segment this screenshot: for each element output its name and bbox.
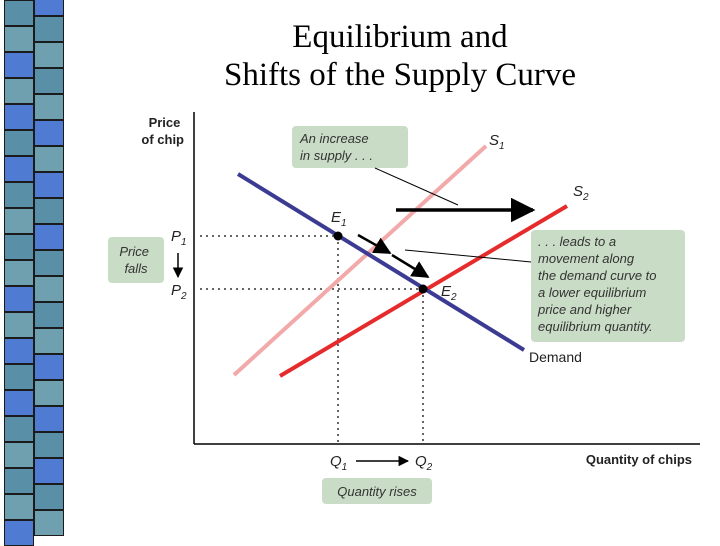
stripe-tile xyxy=(4,208,34,234)
decorative-tile-stripe xyxy=(0,0,68,546)
stripe-tile xyxy=(4,338,34,364)
stripe-tile xyxy=(4,52,34,78)
stripe-tile xyxy=(34,146,64,172)
title-line-2: Shifts of the Supply Curve xyxy=(224,57,576,93)
stripe-tile xyxy=(34,302,64,328)
stripe-tile xyxy=(4,234,34,260)
stripe-tile xyxy=(34,224,64,250)
leads-pointer-line xyxy=(404,249,532,263)
equilibrium-point-e2 xyxy=(418,284,428,294)
stripe-tile xyxy=(4,390,34,416)
stripe-tile xyxy=(34,120,64,146)
p2-label: P2 xyxy=(171,282,187,302)
title-line-1: Equilibrium and xyxy=(292,19,508,55)
increase-pointer-line xyxy=(374,167,459,206)
stripe-tile xyxy=(34,198,64,224)
price-falls-text: Price falls xyxy=(119,244,152,276)
stripe-tile xyxy=(34,328,64,354)
stripe-tile xyxy=(34,406,64,432)
stripe-tile xyxy=(4,442,34,468)
stripe-tile xyxy=(34,432,64,458)
stripe-tile xyxy=(34,172,64,198)
s2-label: S2 xyxy=(573,183,589,203)
stripe-tile xyxy=(4,260,34,286)
stripe-tile xyxy=(4,494,34,520)
stripe-tile xyxy=(34,250,64,276)
leads-callout-box xyxy=(531,230,685,342)
stripe-tile xyxy=(4,0,34,26)
supply-curve-s1 xyxy=(232,144,488,377)
stripe-tile xyxy=(4,156,34,182)
stripe-tile xyxy=(4,312,34,338)
increase-callout-box xyxy=(292,126,408,168)
movement-arrow-1 xyxy=(357,233,392,255)
s1-label: S1 xyxy=(489,132,505,152)
e2-label: E2 xyxy=(441,283,457,303)
stripe-tile xyxy=(34,484,64,510)
p1-label: P1 xyxy=(171,228,187,248)
movement-arrow-2 xyxy=(391,253,430,279)
stripe-tile xyxy=(34,276,64,302)
stripe-tile xyxy=(34,510,64,536)
stripe-tile xyxy=(34,16,64,42)
stripe-tile xyxy=(4,468,34,494)
stripe-tile xyxy=(4,26,34,52)
demand-curve xyxy=(236,172,526,352)
stripe-tile xyxy=(4,286,34,312)
stripe-tile xyxy=(34,458,64,484)
stripe-tile xyxy=(4,182,34,208)
x-axis-label: Quantity of chips xyxy=(586,452,692,467)
stripe-tile xyxy=(4,130,34,156)
q1-label: Q1 xyxy=(330,453,347,473)
stripe-tile xyxy=(4,364,34,390)
stripe-tile xyxy=(34,94,64,120)
e1-label: E1 xyxy=(331,209,347,229)
quantity-rises-box xyxy=(322,478,432,504)
price-falls-box xyxy=(108,237,164,283)
equilibrium-point-e1 xyxy=(333,231,343,241)
stripe-tile xyxy=(34,380,64,406)
stripe-tile xyxy=(34,68,64,94)
quantity-rises-text: Quantity rises xyxy=(337,484,417,499)
stripe-tile xyxy=(4,104,34,130)
q2-label: Q2 xyxy=(415,453,433,473)
stripe-tile xyxy=(4,78,34,104)
slide-title: Equilibrium and Shifts of the Supply Cur… xyxy=(150,18,650,94)
demand-label: Demand xyxy=(529,349,582,365)
y-axis-label: Price of chip xyxy=(141,115,184,147)
stripe-tile xyxy=(4,416,34,442)
leads-callout-text: . . . leads to a movement along the dema… xyxy=(537,234,660,334)
increase-callout-text: An increase in supply . . . xyxy=(299,131,373,163)
stripe-tile xyxy=(34,42,64,68)
stripe-tile xyxy=(34,354,64,380)
stripe-tile xyxy=(34,0,64,16)
